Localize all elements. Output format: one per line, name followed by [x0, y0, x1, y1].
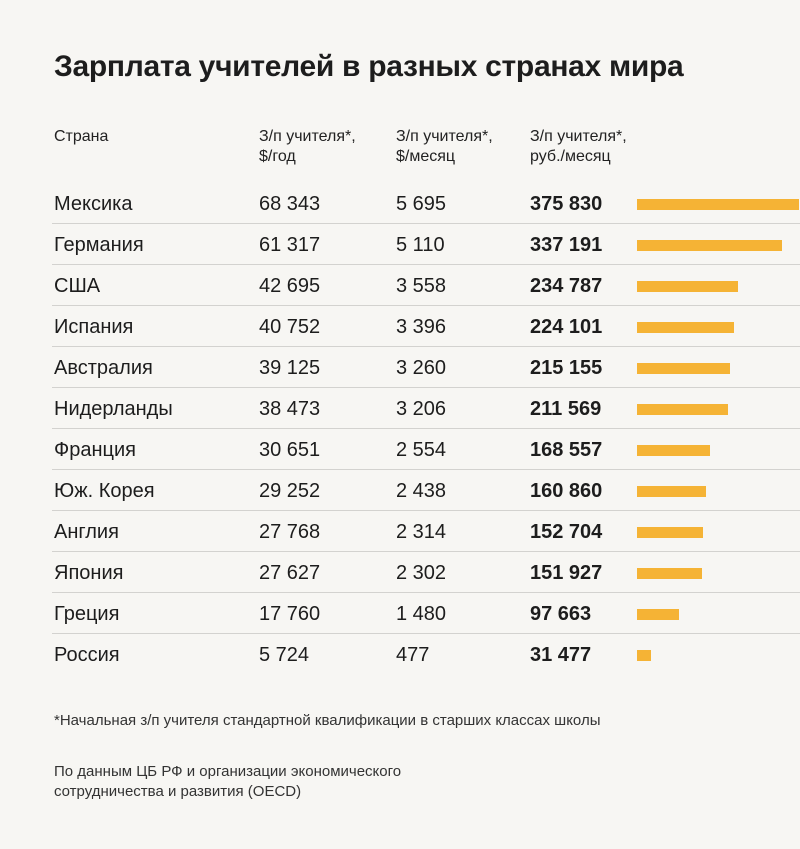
rub-month-cell: 211 569	[530, 398, 602, 420]
table-row: Германия 61 317 5 110 337 191	[52, 224, 800, 265]
chart-title: Зарплата учителей в разных странах мира	[54, 50, 684, 83]
rub-month-cell: 168 557	[530, 439, 603, 461]
table-row: Франция 30 651 2 554 168 557	[52, 429, 800, 470]
rub-month-cell: 97 663	[530, 603, 592, 625]
usd-year-cell: 29 252	[259, 480, 321, 502]
rub-month-cell: 215 155	[530, 357, 603, 379]
usd-month-cell: 2 314	[396, 521, 447, 543]
column-header-usd-month: З/п учителя*, $/месяц	[396, 128, 493, 165]
usd-year-cell: 61 317	[259, 234, 321, 256]
usd-month-cell: 3 260	[396, 357, 447, 379]
rub-month-cell: 152 704	[530, 521, 603, 543]
rub-month-cell: 160 860	[530, 480, 603, 502]
usd-month-cell: 2 554	[396, 439, 447, 461]
country-cell: Австралия	[54, 357, 153, 379]
country-cell: Греция	[54, 603, 120, 625]
table-row: Греция 17 760 1 480 97 663	[52, 593, 800, 634]
salary-bar	[637, 527, 703, 538]
rub-month-cell: 375 830	[530, 193, 603, 215]
usd-month-cell: 3 206	[396, 398, 447, 420]
rub-month-cell: 151 927	[530, 562, 603, 584]
table-row: Нидерланды 38 473 3 206 211 569	[52, 388, 800, 429]
usd-month-cell: 3 396	[396, 316, 447, 338]
usd-year-cell: 27 627	[259, 562, 321, 584]
salary-bar	[637, 363, 730, 374]
salary-bar	[637, 568, 702, 579]
usd-month-cell: 2 438	[396, 480, 447, 502]
usd-year-cell: 42 695	[259, 275, 321, 297]
usd-year-cell: 17 760	[259, 603, 321, 625]
usd-month-cell: 1 480	[396, 603, 447, 625]
salary-bar	[637, 609, 679, 620]
usd-year-cell: 68 343	[259, 193, 321, 215]
table-row: Юж. Корея 29 252 2 438 160 860	[52, 470, 800, 511]
salary-bar	[637, 486, 706, 497]
usd-month-cell: 477	[396, 644, 430, 666]
column-header-country: Страна	[54, 128, 109, 145]
table-row: Япония 27 627 2 302 151 927	[52, 552, 800, 593]
table-row: Мексика 68 343 5 695 375 830	[52, 183, 800, 224]
usd-year-cell: 39 125	[259, 357, 321, 379]
table-row: США 42 695 3 558 234 787	[52, 265, 800, 306]
usd-year-cell: 38 473	[259, 398, 321, 420]
usd-month-cell: 2 302	[396, 562, 447, 584]
salary-bar	[637, 445, 710, 456]
usd-month-cell: 5 110	[396, 234, 445, 256]
rub-month-cell: 224 101	[530, 316, 603, 338]
country-cell: Англия	[54, 521, 119, 543]
country-cell: Испания	[54, 316, 134, 338]
source-note: По данным ЦБ РФ и организации экономичес…	[54, 763, 402, 800]
salary-bar	[637, 404, 728, 415]
usd-year-cell: 40 752	[259, 316, 321, 338]
salary-bar	[637, 199, 799, 210]
table-row: Австралия 39 125 3 260 215 155	[52, 347, 800, 388]
footnote: *Начальная з/п учителя стандартной квали…	[54, 712, 601, 729]
column-header-rub-month: З/п учителя*, руб./месяц	[530, 128, 627, 165]
salary-bar	[637, 281, 738, 292]
column-header-usd-year: З/п учителя*, $/год	[259, 128, 356, 165]
usd-year-cell: 27 768	[259, 521, 321, 543]
rub-month-cell: 337 191	[530, 234, 603, 256]
country-cell: Франция	[54, 439, 136, 461]
country-cell: Россия	[54, 644, 120, 666]
country-cell: Германия	[54, 234, 144, 256]
data-table: Мексика 68 343 5 695 375 830 Германия 61 317 5…	[0, 183, 800, 675]
usd-year-cell: 30 651	[259, 439, 321, 461]
country-cell: США	[54, 275, 101, 297]
country-cell: Япония	[54, 562, 124, 584]
table-row: Англия 27 768 2 314 152 704	[52, 511, 800, 552]
country-cell: Нидерланды	[54, 398, 173, 420]
country-cell: Юж. Корея	[54, 480, 155, 502]
salary-bar	[637, 240, 782, 251]
salary-bar	[637, 650, 651, 661]
usd-month-cell: 3 558	[396, 275, 447, 297]
rub-month-cell: 234 787	[530, 275, 603, 297]
rub-month-cell: 31 477	[530, 644, 592, 666]
table-row: Россия 5 724 477 31 477	[52, 634, 800, 675]
country-cell: Мексика	[54, 193, 133, 215]
table-row: Испания 40 752 3 396 224 101	[52, 306, 800, 347]
salary-bar	[637, 322, 734, 333]
usd-year-cell: 5 724	[259, 644, 310, 666]
usd-month-cell: 5 695	[396, 193, 447, 215]
